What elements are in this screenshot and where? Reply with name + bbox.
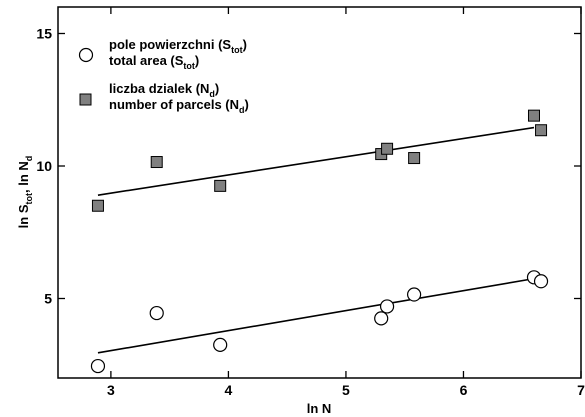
data-point-square bbox=[381, 142, 394, 155]
y-axis-label-sep: , ln N bbox=[16, 161, 31, 193]
y-tick-label: 5 bbox=[44, 291, 52, 307]
data-point-circle bbox=[379, 299, 395, 314]
legend-entry-1-line2: total area (Stot) bbox=[109, 53, 199, 71]
legend-marker-square bbox=[79, 93, 92, 106]
x-tick-label: 7 bbox=[577, 382, 585, 398]
y-tick-label: 10 bbox=[36, 158, 52, 174]
legend: pole powierzchni (Stot) total area (Stot… bbox=[78, 37, 249, 115]
legend-entry-1-line1: pole powierzchni (Stot) bbox=[109, 37, 247, 55]
data-point-square bbox=[214, 179, 227, 192]
x-tick-label: 3 bbox=[107, 382, 115, 398]
legend-marker-circle bbox=[78, 47, 94, 63]
x-axis-label: ln N bbox=[307, 401, 332, 416]
x-tick-label: 4 bbox=[225, 382, 233, 398]
data-points bbox=[90, 109, 549, 374]
legend-entry-2-line2: number of parcels (Nd) bbox=[109, 97, 249, 115]
x-tick-label: 5 bbox=[342, 382, 350, 398]
data-point-circle bbox=[374, 311, 389, 326]
fit-line-1 bbox=[97, 277, 535, 354]
fit-line-2 bbox=[97, 126, 535, 196]
x-tick-label: 6 bbox=[460, 382, 468, 398]
data-point-circle bbox=[149, 305, 164, 321]
plot-frame bbox=[57, 6, 582, 379]
data-point-circle bbox=[90, 358, 106, 374]
axis-ticks: 3 4 5 6 7 5 10 15 bbox=[36, 7, 585, 398]
data-point-square bbox=[150, 156, 163, 169]
data-point-square bbox=[527, 109, 540, 122]
data-point-square bbox=[535, 124, 548, 137]
y-tick-label: 15 bbox=[36, 26, 52, 42]
y-axis-label-sub2: d bbox=[24, 156, 34, 162]
data-point-circle bbox=[407, 287, 422, 302]
legend-entry-2-line1: liczba dzialek (Nd) bbox=[109, 81, 219, 99]
y-axis-label-sub1: tot bbox=[24, 193, 34, 205]
data-point-circle bbox=[533, 274, 549, 289]
data-point-square bbox=[408, 152, 421, 165]
y-axis-label-main: ln S bbox=[16, 204, 31, 228]
fit-lines bbox=[97, 126, 535, 354]
data-point-circle bbox=[213, 337, 228, 352]
y-axis-label: ln Stot, ln Nd bbox=[16, 156, 34, 229]
data-point-square bbox=[91, 199, 104, 212]
